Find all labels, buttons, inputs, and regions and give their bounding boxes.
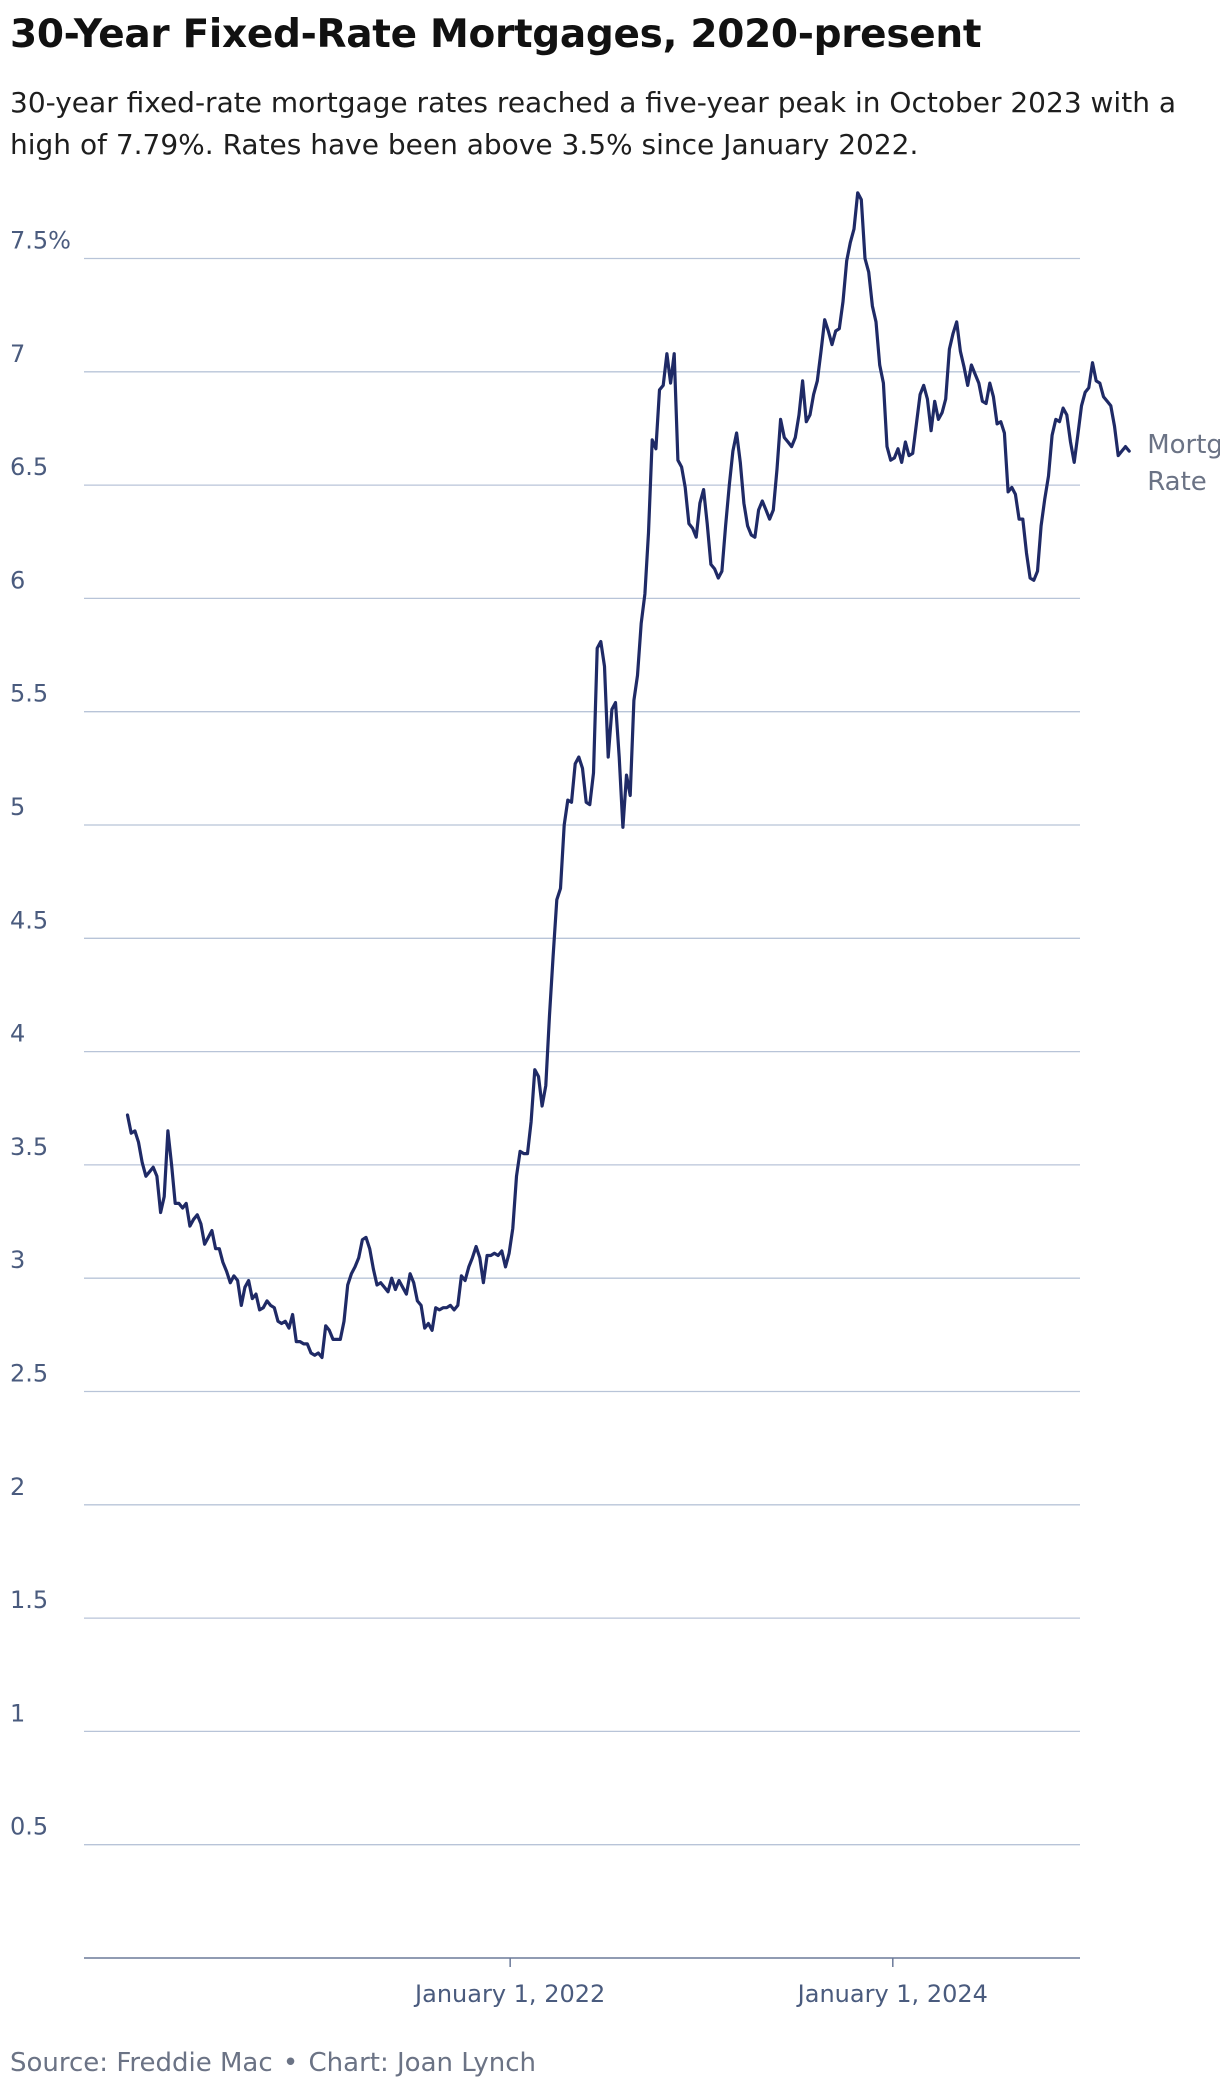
mortgage-rate-line bbox=[125, 191, 1131, 1360]
x-tick-label: January 1, 2024 bbox=[796, 1980, 988, 2008]
footer-separator: • bbox=[282, 2048, 299, 2078]
y-tick-label: 7 bbox=[10, 340, 25, 368]
source-note: Source: Freddie Mac bbox=[10, 2048, 273, 2078]
chart-subtitle: 30-year fixed-rate mortgage rates reache… bbox=[10, 86, 1176, 161]
y-tick-label: 6 bbox=[10, 566, 25, 594]
chart-credit: Chart: Joan Lynch bbox=[308, 2048, 536, 2078]
y-tick-label: 2 bbox=[10, 1473, 25, 1501]
y-tick-label: 0.5 bbox=[10, 1813, 48, 1841]
chart-footer: Source: Freddie Mac • Chart: Joan Lynch bbox=[10, 2048, 536, 2078]
x-axis-ticks: January 1, 2022 January 1, 2024 bbox=[413, 1958, 988, 2008]
series-label-line: Mortgage bbox=[1147, 430, 1220, 460]
y-tick-label: 7.5% bbox=[10, 227, 71, 255]
y-tick-label: 2.5 bbox=[10, 1360, 48, 1388]
y-axis-tick-labels: 0.5 1 1.5 2 2.5 3 3.5 4 4.5 5 5.5 6 6.5 7 7.5% bbox=[10, 227, 71, 1841]
y-tick-label: 5.5 bbox=[10, 680, 48, 708]
x-tick-label: January 1, 2022 bbox=[413, 1980, 605, 2008]
y-tick-label: 1.5 bbox=[10, 1586, 48, 1614]
y-tick-label: 5 bbox=[10, 793, 25, 821]
gridlines bbox=[84, 257, 1080, 1846]
y-tick-label: 3 bbox=[10, 1246, 25, 1274]
y-tick-label: 1 bbox=[10, 1699, 25, 1727]
y-tick-label: 4 bbox=[10, 1020, 25, 1048]
series-label-line: Rate bbox=[1147, 467, 1207, 497]
y-tick-label: 4.5 bbox=[10, 906, 48, 934]
series-label-mortgage-rate: Mortgage Rate bbox=[1147, 430, 1220, 497]
y-tick-label: 6.5 bbox=[10, 453, 48, 481]
y-tick-label: 3.5 bbox=[10, 1133, 48, 1161]
chart-title: 30-Year Fixed-Rate Mortgages, 2020-prese… bbox=[10, 12, 982, 57]
